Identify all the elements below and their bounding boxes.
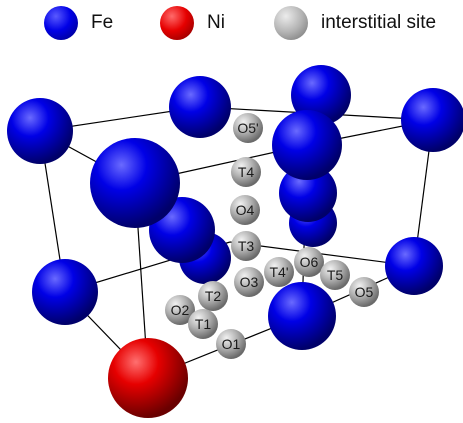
site-label-t3: T3 (238, 238, 255, 254)
site-o6: O6 (294, 247, 324, 277)
site-t2: T2 (198, 281, 228, 311)
fe-atom (385, 237, 443, 295)
site-o2: O2 (165, 295, 195, 325)
atoms-back (7, 65, 463, 325)
site-label-t5: T5 (327, 267, 344, 283)
legend-site-label: interstitial site (321, 12, 437, 33)
legend: Fe Ni interstitial site (0, 0, 463, 48)
fe-atom (32, 259, 98, 325)
legend-ni: Ni (160, 6, 225, 40)
site-label-t1: T1 (195, 316, 212, 332)
fe-atom-icon (44, 6, 78, 40)
fe-atom (291, 65, 351, 125)
site-label-o5: O5 (355, 284, 374, 300)
site-label-t2: T2 (205, 288, 222, 304)
fe-atom (401, 88, 463, 152)
interstitial-site-icon (274, 6, 308, 40)
site-o3: O3 (234, 267, 264, 297)
fe-atom (279, 164, 337, 222)
site-t4: T4 (231, 157, 261, 187)
site-t4-prime: T4' (264, 257, 294, 287)
site-t1: T1 (188, 309, 218, 339)
fe-atom (268, 282, 336, 350)
site-t3: T3 (231, 231, 261, 261)
fe-atom (7, 98, 73, 164)
site-o1: O1 (216, 329, 246, 359)
ni-atom-icon (160, 6, 194, 40)
fe-atom (272, 110, 342, 180)
site-t5: T5 (320, 260, 350, 290)
site-o5-prime: O5' (233, 113, 263, 143)
fe-atom (169, 76, 231, 138)
legend-ni-label: Ni (207, 12, 225, 33)
legend-fe-label: Fe (91, 12, 114, 33)
site-label-o3: O3 (240, 274, 259, 290)
site-label-o4: O4 (236, 202, 255, 218)
site-o4: O4 (230, 195, 260, 225)
atoms-front (90, 138, 336, 418)
site-label-o5-prime: O5' (237, 120, 258, 136)
site-o5: O5 (349, 277, 379, 307)
site-label-t4-prime: T4' (269, 264, 288, 280)
site-label-t4: T4 (238, 164, 255, 180)
legend-fe: Fe (44, 6, 113, 40)
ni-atom (108, 338, 188, 418)
interstitial-sites: O5' T4 O4 T3 O6 T5 O5 T4' (165, 113, 379, 359)
site-label-o6: O6 (300, 254, 319, 270)
site-label-o2: O2 (171, 302, 190, 318)
site-label-o1: O1 (222, 336, 241, 352)
legend-interstitial-site: interstitial site (274, 6, 436, 40)
fe-atom (90, 138, 180, 228)
